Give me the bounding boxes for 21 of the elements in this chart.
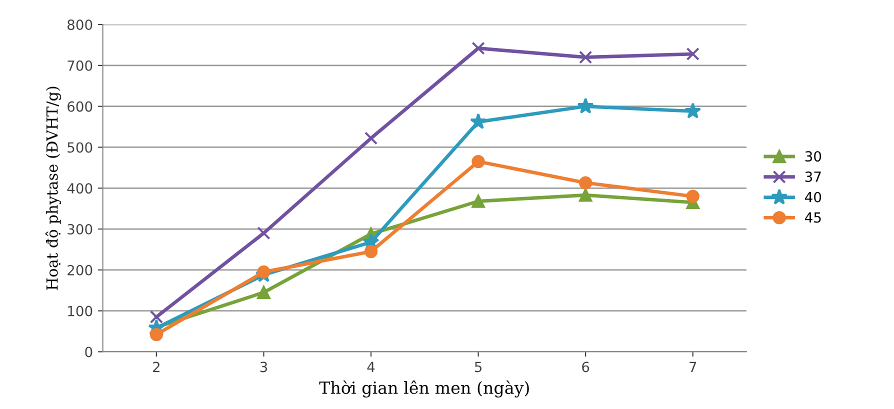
legend-label: 40: [804, 192, 822, 202]
x-tick-label: 7: [690, 362, 696, 372]
y-tick-label: 800: [68, 20, 92, 30]
x-tick-label: 3: [260, 362, 268, 372]
y-tick-label: 300: [68, 224, 92, 235]
x-tick-label: 5: [474, 362, 482, 372]
y-tick-label: 0: [85, 346, 92, 358]
x-tick-label: 2: [153, 362, 160, 372]
x-tick-label: 6: [582, 362, 590, 372]
x-tick-label: 4: [367, 362, 375, 372]
y-axis-title: Hoạt độ phytase (ĐVHT/g): [45, 86, 62, 290]
legend-label: 30: [805, 151, 822, 162]
y-tick-label: 600: [68, 101, 92, 112]
y-tick-label: 700: [68, 60, 92, 71]
y-tick-label: 200: [68, 264, 92, 276]
y-tick-label: 500: [68, 142, 92, 153]
y-tick-label: 100: [68, 306, 92, 316]
y-tick-label: 400: [67, 183, 92, 194]
legend-label: 45: [804, 212, 821, 223]
x-axis-title: Thời gian lên men (ngày): [319, 380, 529, 398]
legend-label: 37: [805, 171, 821, 182]
